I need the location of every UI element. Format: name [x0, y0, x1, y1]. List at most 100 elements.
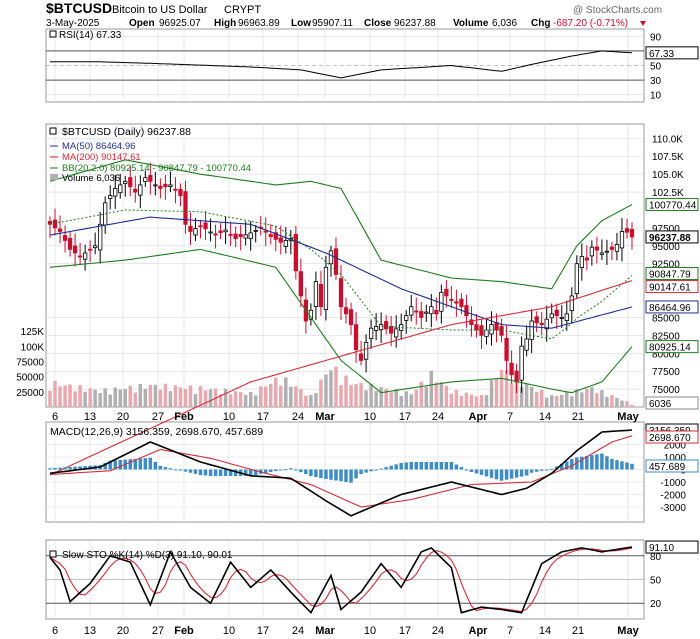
volume-bar — [188, 385, 193, 407]
candle-body — [424, 311, 429, 314]
price-tick-label: 75000 — [652, 385, 680, 396]
macd-histogram-bar — [153, 461, 158, 470]
sto-k-line — [49, 546, 633, 615]
candle-body — [188, 225, 193, 232]
macd-histogram-bar — [509, 469, 514, 479]
macd-histogram-bar — [108, 460, 112, 470]
macd-histogram-bar — [494, 469, 499, 480]
open-label: Open — [129, 18, 155, 29]
ma200-tag-box — [645, 280, 699, 294]
candle-body — [298, 271, 304, 297]
candle-body — [589, 246, 595, 257]
volume-bar — [233, 391, 238, 407]
volume-bar — [409, 394, 413, 407]
candle-body — [248, 232, 253, 240]
volume-bar — [615, 398, 619, 407]
x-tick-label: Apr — [469, 625, 489, 637]
macd-histogram-bar — [183, 469, 188, 472]
candle-body — [328, 250, 334, 265]
candle-body — [228, 233, 233, 236]
value-tags: 67.33 100770.44 96237.88 90847.79 90147.61 86… — [645, 46, 699, 554]
volume-bar — [524, 383, 529, 407]
macd-histogram-bar — [605, 456, 609, 470]
macd-line — [49, 429, 633, 517]
candle-body — [489, 324, 494, 335]
macd-histogram-bar — [620, 461, 624, 470]
x-tick-label: 10 — [364, 411, 376, 423]
volume-bar — [575, 389, 579, 407]
volume-bar — [484, 395, 489, 407]
volume-bar — [53, 380, 57, 407]
x-tick-label: Mar — [315, 411, 335, 423]
candle-body — [223, 229, 228, 233]
macd-histogram-bar — [565, 461, 569, 470]
candle-body — [133, 188, 138, 193]
volume-bar — [274, 377, 278, 407]
candle-body — [414, 310, 419, 313]
macd-histogram-bar — [374, 469, 378, 471]
macd-histogram-bar — [279, 469, 283, 471]
macd-histogram-bar — [414, 462, 418, 470]
chg-value: -687.20 (-0.71%) — [553, 18, 628, 29]
volume-bar — [479, 395, 484, 407]
volume-tick-label: 50000 — [16, 373, 44, 384]
candle-body — [509, 362, 514, 376]
volume-bar — [404, 391, 408, 407]
macd-histogram-bar — [369, 469, 373, 472]
volume-bar — [203, 390, 208, 407]
macd-histogram-bar — [83, 466, 87, 470]
x-tick-label: 24 — [292, 411, 304, 423]
volume-bar — [309, 394, 313, 407]
macd-histogram-bar — [243, 469, 248, 476]
macd-histogram-bar — [138, 458, 143, 470]
candle-body — [128, 177, 133, 188]
candle-body — [469, 319, 474, 326]
ma200-legend: MA(200) 90147.61 — [62, 152, 141, 163]
price-tick-label: 105.0K — [652, 170, 684, 181]
macd-histogram-bar — [269, 469, 273, 472]
candle-body — [484, 329, 489, 337]
candle-body — [574, 263, 579, 295]
macd-histogram-bar — [113, 460, 117, 470]
candle-body — [539, 322, 544, 326]
sto-tag-box — [645, 540, 699, 554]
volume-bar — [434, 382, 439, 407]
macd-histogram-bar — [514, 469, 519, 478]
macd-histogram-bar — [610, 458, 614, 470]
candle-body — [333, 248, 339, 275]
candle-body — [609, 246, 615, 250]
macd-histogram-bar — [549, 468, 554, 470]
candle-body — [233, 233, 238, 240]
bb-lower-line — [49, 248, 633, 394]
sto-d-line — [49, 547, 633, 613]
volume-bar — [625, 401, 629, 407]
volume-bar — [269, 383, 273, 407]
candle-body — [584, 257, 589, 261]
volume-bar — [499, 369, 504, 407]
volume-bar — [128, 385, 133, 407]
volume-bar — [103, 388, 107, 407]
macd-histogram-bar — [529, 469, 534, 473]
volume-bar — [73, 391, 77, 407]
macd-histogram-bar — [534, 469, 539, 472]
volume-bar — [585, 388, 589, 407]
macd-histogram-bar — [464, 469, 469, 471]
candle-body — [47, 221, 53, 225]
macd-histogram-bar — [499, 469, 504, 481]
x-tick-label: 17 — [399, 625, 411, 637]
volume-bar — [494, 378, 499, 407]
candle-body — [138, 184, 143, 196]
copyright: @ StockCharts.com — [573, 5, 662, 16]
macd-histogram-bar — [339, 469, 343, 482]
sto-tag: 91.10 — [649, 543, 674, 554]
macd-histogram-bar — [228, 469, 233, 476]
macd-histogram-bar — [434, 462, 439, 470]
macd-panel — [45, 421, 645, 523]
candle-body — [439, 291, 444, 312]
volume-bar — [419, 381, 424, 407]
x-tick-label: 6 — [52, 411, 58, 423]
volume-bar — [168, 391, 173, 407]
x-tick-label: 24 — [432, 625, 444, 637]
volume-bar — [218, 394, 223, 407]
